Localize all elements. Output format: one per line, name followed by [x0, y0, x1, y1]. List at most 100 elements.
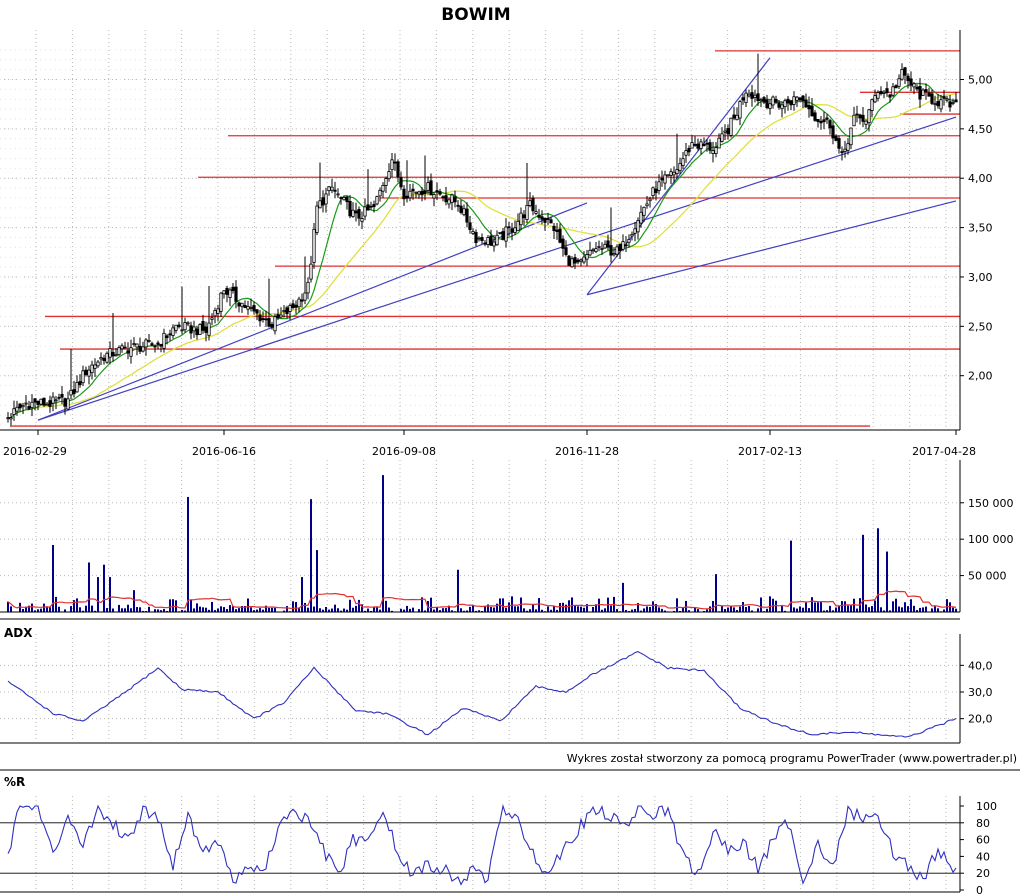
candle-body — [879, 90, 883, 95]
candle-body — [486, 237, 490, 246]
candle-body — [810, 105, 814, 117]
volume-bar — [565, 604, 567, 612]
candle-body — [891, 86, 895, 96]
volume-bar — [40, 608, 42, 612]
candle-body — [189, 325, 193, 334]
candle-body — [273, 316, 277, 332]
volume-bar — [247, 598, 249, 612]
candle-body — [645, 203, 649, 207]
candle-body — [162, 332, 166, 349]
volume-bar — [418, 609, 420, 612]
candle-body — [171, 327, 175, 336]
candle-body — [717, 137, 721, 149]
volume-bar — [601, 609, 603, 612]
volume-bar — [751, 610, 753, 612]
volume-bar — [91, 605, 93, 612]
volume-bar — [550, 609, 552, 612]
volume-bar — [952, 607, 954, 612]
candle-body — [798, 97, 802, 101]
candle-body — [786, 98, 790, 104]
volume-bar — [640, 610, 642, 612]
volume-bar — [328, 609, 330, 612]
volume-bar — [742, 601, 744, 612]
candle-body — [72, 389, 76, 395]
candle-body — [852, 114, 856, 127]
candle-body — [153, 345, 157, 348]
volume-bar — [238, 608, 240, 612]
candle-body — [765, 99, 769, 109]
candle-body — [807, 105, 811, 110]
candle-body — [390, 159, 394, 171]
candle-body — [948, 101, 952, 108]
volume-bar — [781, 606, 783, 612]
volume-bar — [925, 606, 927, 612]
volume-bar — [412, 607, 414, 612]
candle-body — [186, 322, 190, 325]
volume-bar — [847, 605, 849, 612]
candle-body — [909, 78, 913, 86]
candle-body — [123, 346, 127, 349]
volume-y-tick-label: 50 000 — [968, 570, 1007, 583]
candle-body — [315, 205, 319, 233]
volume-bar — [76, 598, 78, 612]
candle-body — [927, 92, 931, 97]
volume-bar — [808, 608, 810, 612]
candle-body — [288, 305, 292, 312]
volume-bar — [895, 598, 897, 612]
candle-body — [411, 188, 415, 192]
volume-bar — [916, 610, 918, 612]
candle-body — [102, 357, 106, 361]
volume-bar — [154, 609, 156, 612]
x-tick-label: 2016-02-29 — [3, 445, 67, 458]
candle-body — [627, 239, 631, 243]
candle-body — [834, 135, 838, 141]
candle-body — [378, 189, 382, 197]
volume-bar — [52, 545, 54, 612]
candle-body — [420, 190, 424, 195]
candle-body — [90, 364, 94, 373]
x-tick-label: 2016-09-08 — [372, 445, 436, 458]
volume-bar — [943, 609, 945, 612]
candle-body — [177, 324, 181, 328]
candle-body — [357, 209, 361, 219]
candle-body — [354, 210, 358, 214]
candle-body — [456, 204, 460, 207]
volume-bar — [313, 606, 315, 612]
volume-bar — [574, 605, 576, 612]
candle-body — [84, 369, 88, 375]
candle-body — [510, 228, 514, 233]
candle-body — [954, 99, 958, 103]
volume-bar — [346, 609, 348, 612]
candle-body — [672, 171, 676, 176]
volume-bar — [784, 610, 786, 612]
volume-bar — [400, 608, 402, 612]
volume-bar — [28, 605, 30, 612]
adx-y-tick-label: 40,0 — [968, 659, 993, 672]
volume-bar — [730, 606, 732, 612]
volume-bar — [934, 606, 936, 612]
footer-credit: Wykres został stworzony za pomocą progra… — [567, 752, 1017, 765]
candle-body — [327, 186, 331, 192]
candle-body — [132, 343, 136, 346]
candle-body — [261, 318, 265, 320]
candle-body — [702, 143, 706, 147]
candle-body — [303, 292, 307, 301]
candle-body — [789, 100, 793, 106]
candle-body — [885, 88, 889, 94]
candle-body — [405, 195, 409, 199]
candle-body — [270, 324, 274, 328]
candle-body — [492, 241, 496, 247]
candle-body — [210, 317, 214, 320]
candle-body — [234, 286, 238, 302]
volume-bar — [88, 562, 90, 612]
volume-bar — [922, 607, 924, 612]
candle-body — [726, 128, 730, 135]
candle-body — [669, 171, 673, 176]
candle-body — [660, 177, 664, 181]
candle-body — [570, 258, 574, 268]
candle-body — [618, 243, 622, 252]
candle-body — [147, 340, 151, 342]
volume-bar — [388, 607, 390, 612]
candle-body — [195, 328, 199, 336]
candle-body — [537, 214, 541, 218]
